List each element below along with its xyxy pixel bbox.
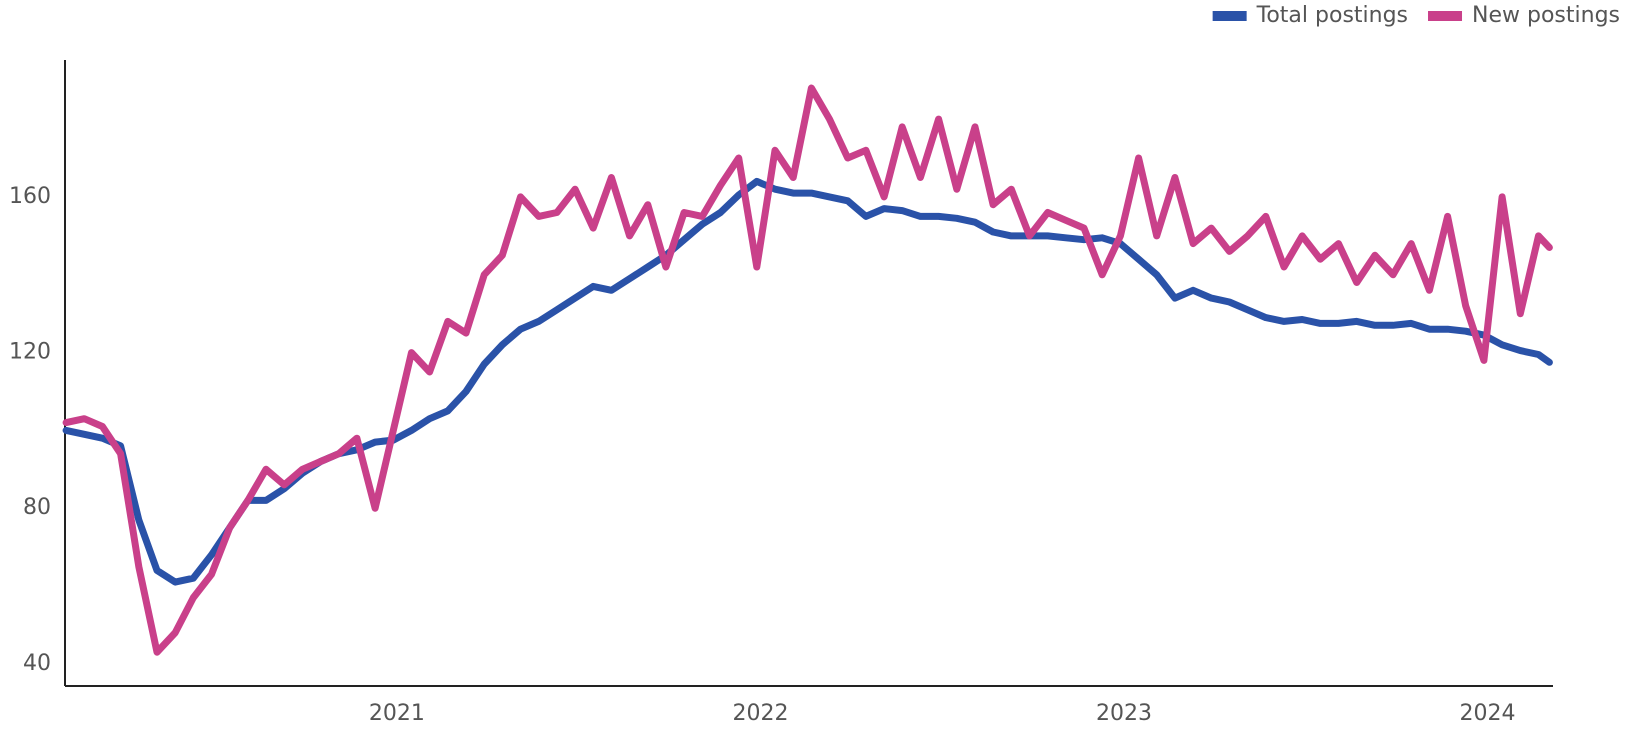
y-tick-label: 80	[23, 495, 51, 520]
legend-swatch	[1212, 11, 1247, 21]
legend-label: Total postings	[1256, 3, 1408, 28]
y-tick-label: 120	[9, 340, 51, 365]
y-tick-label: 160	[9, 184, 51, 209]
x-tick-label: 2021	[369, 701, 425, 726]
x-tick-label: 2024	[1460, 701, 1516, 726]
y-tick-label: 40	[23, 651, 51, 676]
legend-label: New postings	[1472, 3, 1620, 28]
legend: New postings Total postings	[1212, 3, 1620, 28]
x-tick-label: 2023	[1096, 701, 1152, 726]
x-tick-label: 2022	[732, 701, 788, 726]
series-line	[62, 177, 1553, 586]
legend-swatch	[1428, 11, 1463, 21]
series-line	[62, 84, 1553, 656]
